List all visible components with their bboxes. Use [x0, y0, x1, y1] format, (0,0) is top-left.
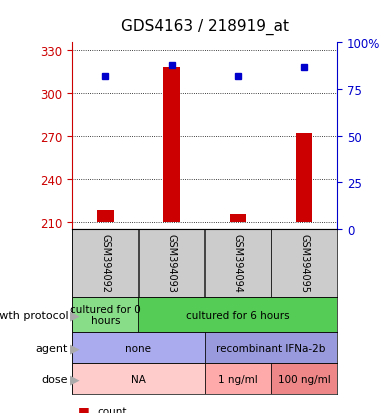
Text: NA: NA — [131, 374, 146, 384]
Text: dose: dose — [42, 374, 68, 384]
Text: agent: agent — [36, 343, 68, 353]
Bar — [97, 211, 113, 222]
Text: none: none — [126, 343, 151, 353]
Bar — [72, 332, 205, 363]
Text: GSM394095: GSM394095 — [299, 234, 309, 293]
Text: recombinant IFNa-2b: recombinant IFNa-2b — [216, 343, 326, 353]
Bar — [205, 363, 271, 394]
Text: 100 ng/ml: 100 ng/ml — [278, 374, 331, 384]
Text: cultured for 0
hours: cultured for 0 hours — [70, 304, 141, 326]
Text: GSM394092: GSM394092 — [100, 234, 110, 293]
Text: GSM394093: GSM394093 — [167, 234, 177, 293]
Bar — [271, 363, 337, 394]
Bar — [271, 229, 337, 297]
Bar — [163, 68, 180, 222]
Text: ▶: ▶ — [70, 342, 80, 354]
Bar — [72, 363, 205, 394]
Text: cultured for 6 hours: cultured for 6 hours — [186, 310, 290, 320]
Text: 1 ng/ml: 1 ng/ml — [218, 374, 258, 384]
Text: ■: ■ — [78, 404, 90, 413]
Text: ▶: ▶ — [70, 309, 80, 321]
Text: count: count — [98, 406, 127, 413]
Bar — [296, 133, 312, 222]
Text: ▶: ▶ — [70, 373, 80, 385]
Bar — [139, 229, 204, 297]
Text: GSM394094: GSM394094 — [233, 234, 243, 293]
Text: growth protocol: growth protocol — [0, 310, 68, 320]
Text: GDS4163 / 218919_at: GDS4163 / 218919_at — [121, 19, 289, 35]
Bar — [205, 332, 337, 363]
Bar — [138, 297, 337, 332]
Bar — [205, 229, 271, 297]
Bar — [230, 215, 246, 222]
Bar — [72, 297, 138, 332]
Bar — [73, 229, 138, 297]
